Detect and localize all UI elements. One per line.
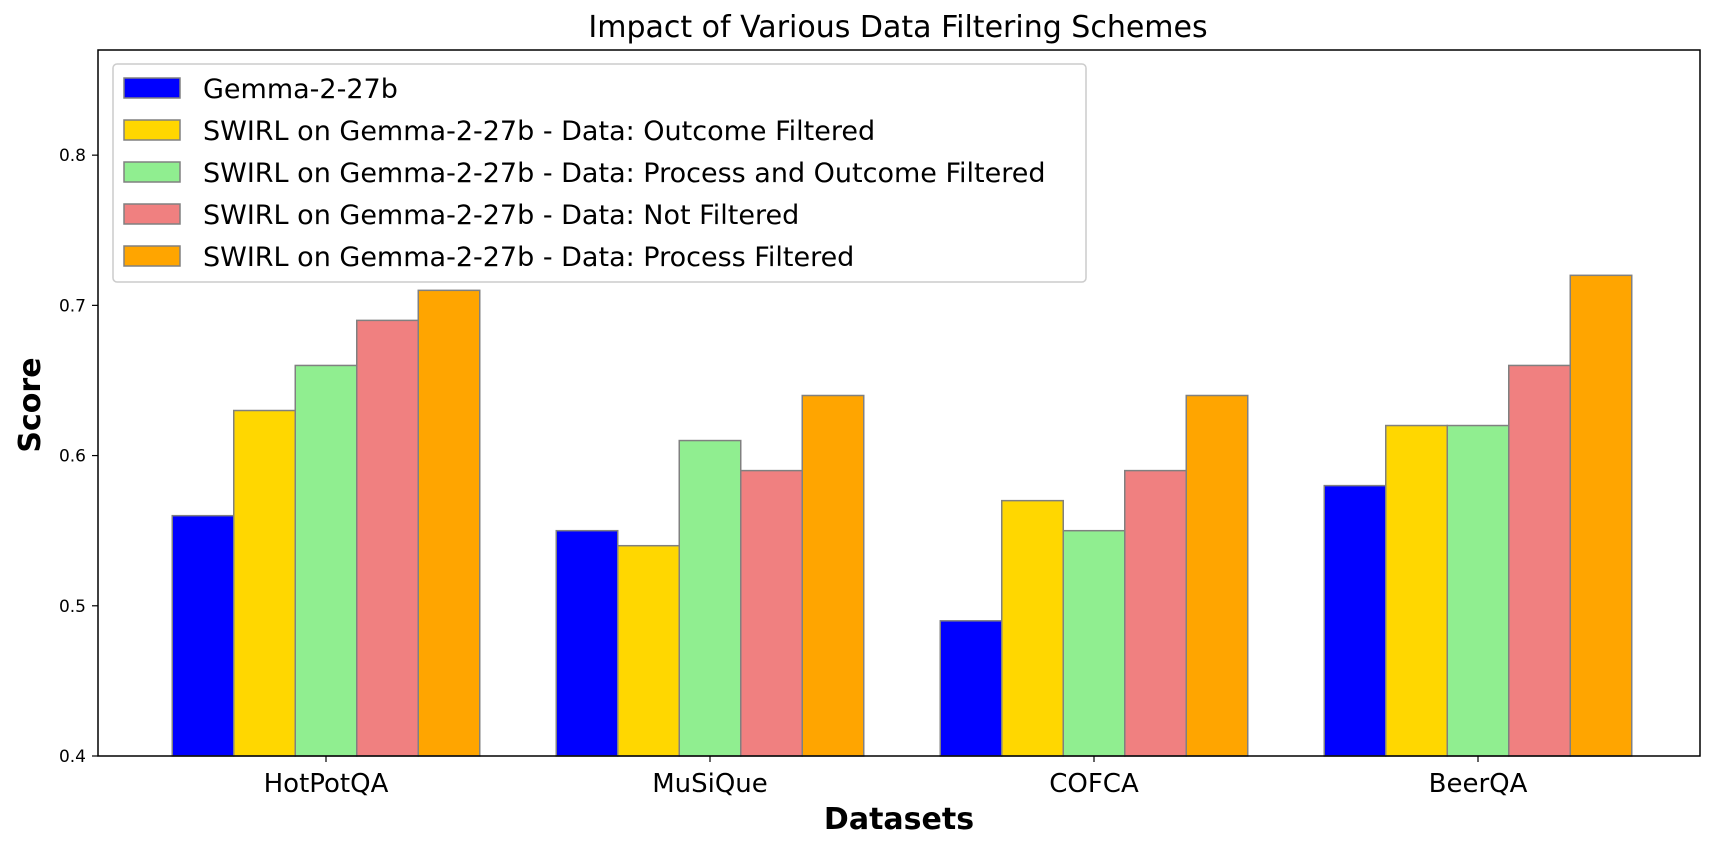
legend-label: SWIRL on Gemma-2-27b - Data: Process Fil…: [203, 242, 854, 273]
bar-beerqa-series-1: [1323, 484, 1387, 757]
legend-swatch: [123, 203, 181, 225]
bar-hotpotqa-series-4: [356, 319, 419, 757]
legend-swatch: [123, 119, 181, 141]
bar-musique-series-1: [555, 529, 619, 757]
bar-musique-series-2: [617, 544, 680, 757]
legend-frame: [112, 63, 1087, 283]
x-tick-label: COFCA: [1049, 769, 1139, 799]
y-tick-label: 0.5: [59, 597, 86, 617]
bar-beerqa-series-4: [1508, 364, 1571, 757]
y-tick-label: 0.4: [59, 747, 86, 767]
bar-hotpotqa-series-2: [233, 409, 296, 757]
x-tick-label: MuSiQue: [652, 769, 768, 799]
bar-cofca-series-5: [1185, 394, 1249, 757]
bar-cofca-series-3: [1062, 529, 1126, 757]
y-tick-label: 0.8: [59, 146, 86, 166]
chart-title: Impact of Various Data Filtering Schemes: [588, 10, 1207, 45]
bar-beerqa-series-3: [1446, 424, 1510, 757]
legend-label: SWIRL on Gemma-2-27b - Data: Process and…: [203, 158, 1046, 189]
bar-musique-series-3: [678, 439, 742, 757]
bar-cofca-series-4: [1124, 469, 1187, 757]
bar-hotpotqa-series-1: [171, 514, 235, 757]
y-axis: 0.4 0.5 0.6 0.7 0.8: [59, 146, 98, 767]
legend-swatch: [123, 245, 181, 267]
y-tick-label: 0.7: [59, 296, 86, 316]
bar-beerqa-series-5: [1569, 274, 1633, 757]
y-axis-label: Score: [13, 357, 48, 452]
legend-label: SWIRL on Gemma-2-27b - Data: Outcome Fil…: [203, 116, 875, 147]
bar-hotpotqa-series-3: [294, 364, 358, 757]
x-tick-label: BeerQA: [1429, 769, 1528, 799]
x-tick-label: HotPotQA: [264, 769, 389, 799]
plot-frame: [97, 49, 1701, 757]
bar-cofca-series-1: [939, 620, 1003, 757]
bars-group: [171, 274, 1633, 757]
bar-beerqa-series-2: [1385, 424, 1448, 757]
y-tick-label: 0.6: [59, 447, 86, 467]
x-axis-label: Datasets: [824, 802, 974, 837]
bar-hotpotqa-series-5: [417, 289, 481, 757]
bar-musique-series-4: [740, 469, 803, 757]
bar-cofca-series-2: [1001, 499, 1064, 757]
legend-label: Gemma-2-27b: [203, 74, 398, 105]
legend: Gemma-2-27b SWIRL on Gemma-2-27b - Data: …: [112, 63, 1087, 283]
x-axis: HotPotQA MuSiQue COFCA BeerQA: [264, 756, 1528, 799]
legend-swatch: [123, 161, 181, 183]
bar-musique-series-5: [801, 394, 865, 757]
legend-label: SWIRL on Gemma-2-27b - Data: Not Filtere…: [203, 200, 799, 231]
legend-swatch: [123, 77, 181, 99]
